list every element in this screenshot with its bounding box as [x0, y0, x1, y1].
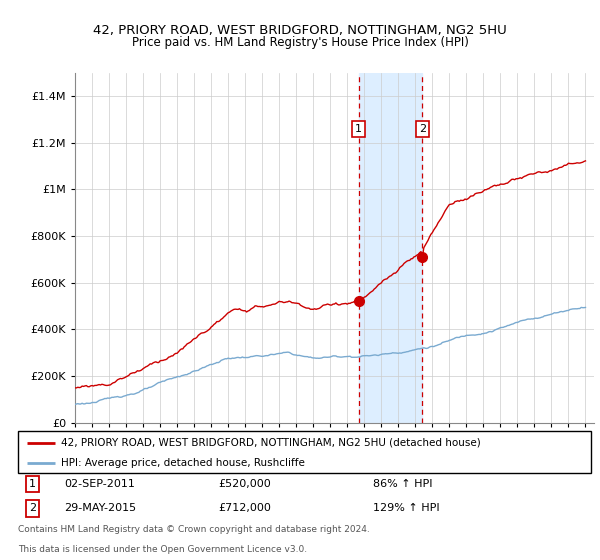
Text: Price paid vs. HM Land Registry's House Price Index (HPI): Price paid vs. HM Land Registry's House … — [131, 36, 469, 49]
Text: 2: 2 — [419, 124, 426, 134]
Text: 1: 1 — [29, 479, 36, 489]
Text: 29-MAY-2015: 29-MAY-2015 — [64, 503, 136, 514]
Text: 42, PRIORY ROAD, WEST BRIDGFORD, NOTTINGHAM, NG2 5HU (detached house): 42, PRIORY ROAD, WEST BRIDGFORD, NOTTING… — [61, 438, 481, 448]
Text: 1: 1 — [355, 124, 362, 134]
Text: 129% ↑ HPI: 129% ↑ HPI — [373, 503, 440, 514]
Text: This data is licensed under the Open Government Licence v3.0.: This data is licensed under the Open Gov… — [18, 545, 307, 554]
Text: HPI: Average price, detached house, Rushcliffe: HPI: Average price, detached house, Rush… — [61, 458, 305, 468]
Bar — [359, 73, 422, 423]
Text: Contains HM Land Registry data © Crown copyright and database right 2024.: Contains HM Land Registry data © Crown c… — [18, 525, 370, 534]
Text: 2: 2 — [29, 503, 36, 514]
Text: £712,000: £712,000 — [218, 503, 271, 514]
Text: 02-SEP-2011: 02-SEP-2011 — [64, 479, 135, 489]
Text: 42, PRIORY ROAD, WEST BRIDGFORD, NOTTINGHAM, NG2 5HU: 42, PRIORY ROAD, WEST BRIDGFORD, NOTTING… — [93, 24, 507, 36]
Text: £520,000: £520,000 — [218, 479, 271, 489]
Text: 86% ↑ HPI: 86% ↑ HPI — [373, 479, 433, 489]
